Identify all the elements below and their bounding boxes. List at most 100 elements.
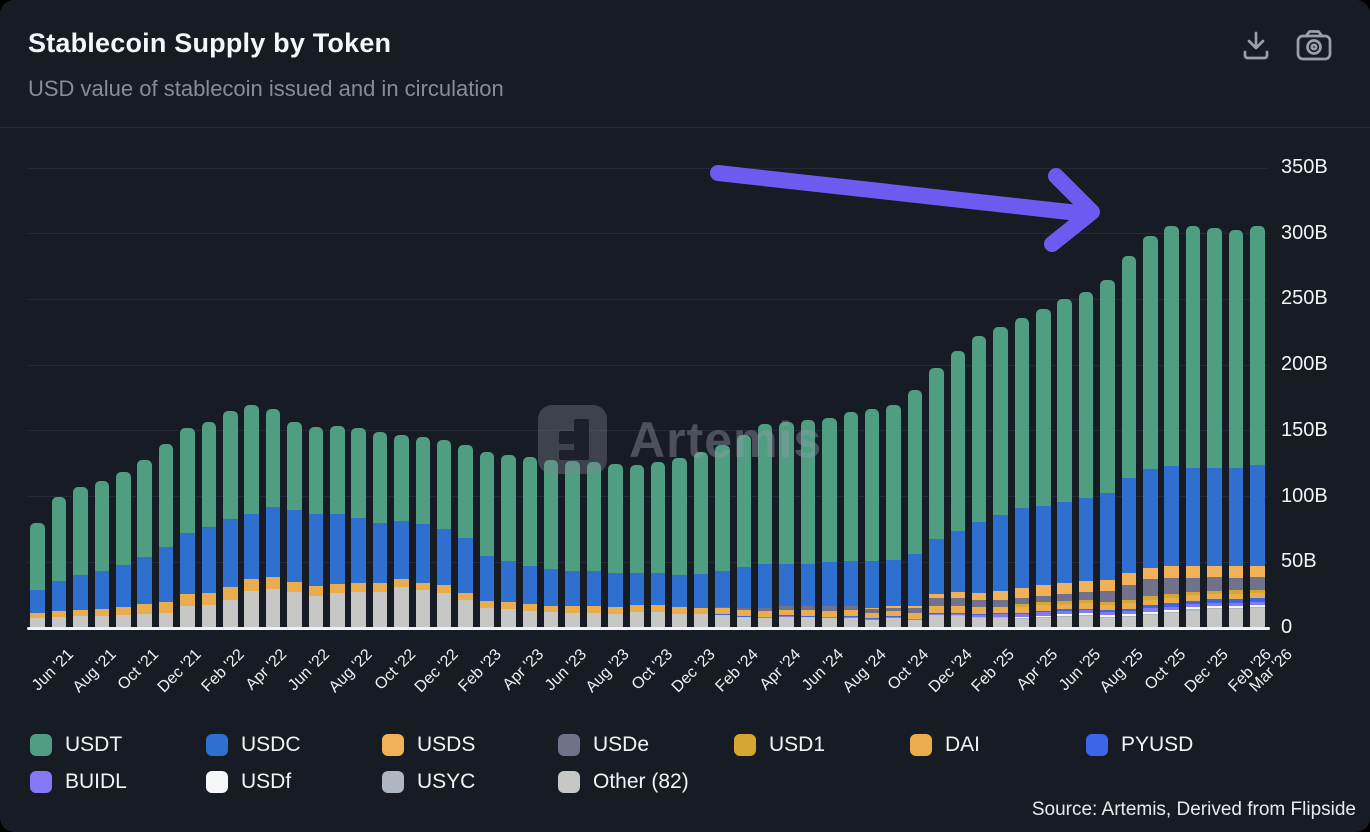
legend-item-usdt[interactable]: USDT	[30, 733, 122, 757]
bar-Jun--23[interactable]	[543, 459, 559, 628]
segment-buidl	[1164, 606, 1179, 610]
legend-item-usyc[interactable]: USYC	[382, 770, 475, 794]
bar-Nov--23[interactable]	[650, 462, 666, 628]
bar-Jan--25[interactable]	[950, 350, 965, 628]
bar-Mar--22[interactable]	[223, 411, 238, 628]
bar-Oct--23[interactable]	[629, 465, 645, 628]
segment-usds	[929, 593, 944, 599]
bar-Jul--24[interactable]	[822, 417, 837, 628]
bar-Dec--23[interactable]	[672, 458, 687, 628]
bar-Feb--25[interactable]	[971, 336, 987, 628]
bar-Dec--25[interactable]	[1185, 225, 1201, 628]
bar-Aug--25[interactable]	[1100, 279, 1115, 628]
bar-Jun--22[interactable]	[287, 421, 302, 628]
bar-Aug--22[interactable]	[330, 425, 345, 628]
legend-item-usde[interactable]: USDe	[558, 733, 649, 757]
bar-Feb--23[interactable]	[458, 445, 473, 628]
bar-Mar--24[interactable]	[736, 434, 752, 628]
bar-Jan--23[interactable]	[436, 440, 452, 628]
segment-usde	[864, 609, 880, 613]
legend-item-pyusd[interactable]: PYUSD	[1086, 733, 1193, 757]
bar-Dec--22[interactable]	[415, 437, 431, 628]
segment-dai	[501, 601, 516, 609]
segment-usd1	[1121, 599, 1137, 604]
bar-Sep--22[interactable]	[351, 428, 366, 628]
bar-Nov--25[interactable]	[1164, 225, 1179, 628]
bar-Jan--22[interactable]	[180, 428, 195, 628]
bar-Aug--21[interactable]	[73, 487, 88, 628]
bar-Jan--24[interactable]	[693, 451, 709, 628]
legend-item-other[interactable]: Other (82)	[558, 770, 689, 794]
bar-Jul--25[interactable]	[1078, 291, 1094, 628]
segment-buidl	[1036, 612, 1051, 616]
bar-Sep--23[interactable]	[608, 463, 623, 628]
segment-usdc	[158, 546, 174, 602]
bar-May--22[interactable]	[265, 408, 281, 628]
bar-Aug--24[interactable]	[843, 412, 859, 628]
segment-dai	[394, 578, 409, 587]
segment-other	[436, 592, 452, 628]
bar-Dec--24[interactable]	[929, 367, 944, 628]
segment-usdc	[501, 560, 516, 602]
segment-dai	[608, 606, 623, 614]
bar-Aug--23[interactable]	[586, 462, 602, 628]
bar-Sep--21[interactable]	[94, 480, 110, 628]
bar-Sep--25[interactable]	[1121, 256, 1137, 628]
segment-pyusd	[757, 616, 773, 618]
bar-Sep--24[interactable]	[864, 408, 880, 628]
bar-Jul--23[interactable]	[565, 461, 580, 628]
bar-Mar--23[interactable]	[479, 451, 495, 628]
segment-usds	[1185, 566, 1201, 579]
bar-Mar--25[interactable]	[993, 327, 1008, 628]
x-axis-label-Dec--24: Dec '24	[925, 646, 976, 697]
bar-Mar--26[interactable]	[1250, 225, 1265, 628]
bar-Feb--22[interactable]	[201, 421, 217, 628]
legend-item-usd1[interactable]: USD1	[734, 733, 825, 757]
legend-item-buidl[interactable]: BUIDL	[30, 770, 127, 794]
segment-other	[693, 614, 709, 628]
legend-item-dai[interactable]: DAI	[910, 733, 980, 757]
bar-Oct--25[interactable]	[1143, 236, 1158, 628]
bar-Apr--24[interactable]	[757, 424, 773, 628]
legend-item-usdf[interactable]: USDf	[206, 770, 291, 794]
segment-dai	[522, 604, 538, 611]
segment-other	[372, 591, 388, 628]
bar-May--23[interactable]	[522, 457, 538, 628]
segment-other	[543, 611, 559, 628]
bar-Jun--24[interactable]	[800, 420, 816, 628]
segment-dai	[1078, 603, 1094, 609]
bar-Jan--26[interactable]	[1207, 228, 1222, 628]
bar-Dec--21[interactable]	[158, 444, 174, 628]
legend-item-usdc[interactable]: USDC	[206, 733, 301, 757]
download-icon[interactable]	[1238, 27, 1274, 68]
segment-usyc	[950, 614, 965, 616]
bar-May--24[interactable]	[779, 421, 794, 628]
segment-usdc	[137, 557, 152, 605]
bar-Jul--22[interactable]	[308, 426, 324, 628]
segment-other	[201, 604, 217, 628]
bar-Jun--25[interactable]	[1057, 299, 1072, 628]
bar-Feb--24[interactable]	[715, 445, 730, 628]
bar-Jun--21[interactable]	[30, 522, 45, 628]
bar-Apr--22[interactable]	[244, 404, 259, 628]
segment-usds	[1014, 587, 1030, 598]
x-axis-label-Aug--21: Aug '21	[69, 646, 120, 697]
segment-usdt	[929, 367, 944, 539]
segment-other	[73, 616, 88, 628]
legend-item-usds[interactable]: USDS	[382, 733, 475, 757]
bar-Apr--23[interactable]	[501, 454, 516, 628]
bar-Oct--24[interactable]	[886, 404, 901, 628]
bar-May--25[interactable]	[1036, 308, 1051, 628]
bar-Nov--24[interactable]	[907, 390, 923, 628]
bar-Jul--21[interactable]	[51, 496, 67, 628]
bar-Oct--21[interactable]	[116, 471, 131, 628]
segment-usdt	[458, 445, 473, 538]
bar-Apr--25[interactable]	[1014, 317, 1030, 628]
bar-Oct--22[interactable]	[372, 432, 388, 628]
segment-usde	[1014, 597, 1030, 604]
bar-Nov--21[interactable]	[137, 459, 152, 628]
bar-Nov--22[interactable]	[394, 434, 409, 628]
camera-icon[interactable]	[1294, 27, 1334, 68]
segment-other	[779, 616, 794, 628]
bar-Feb--26[interactable]	[1228, 229, 1244, 628]
